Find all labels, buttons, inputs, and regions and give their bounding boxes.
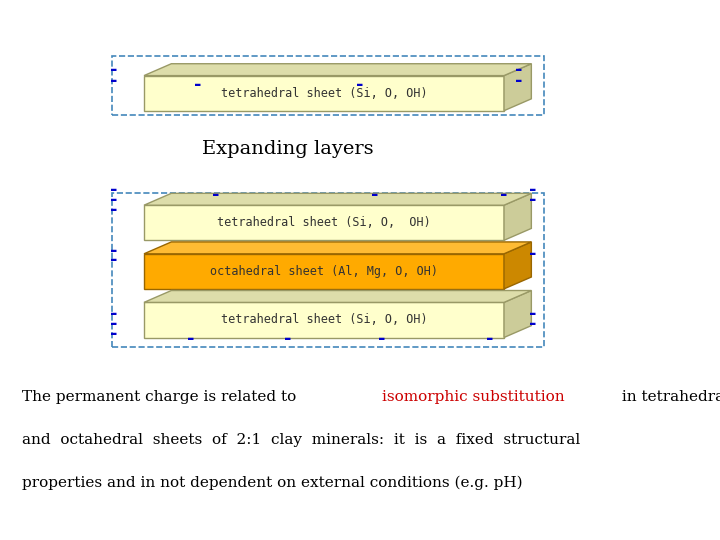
Polygon shape	[144, 302, 504, 338]
Text: tetrahedral sheet (Si, O,  OH): tetrahedral sheet (Si, O, OH)	[217, 216, 431, 229]
Text: -: -	[529, 315, 536, 333]
Polygon shape	[144, 205, 504, 240]
Polygon shape	[504, 242, 531, 289]
Text: -: -	[110, 61, 117, 79]
Text: -: -	[529, 191, 536, 209]
Text: -: -	[529, 181, 536, 199]
Text: in tetrahedral: in tetrahedral	[618, 390, 720, 404]
Text: -: -	[500, 186, 508, 205]
Text: -: -	[486, 330, 493, 348]
Bar	[112, 193, 544, 347]
Text: -: -	[110, 315, 117, 333]
Polygon shape	[144, 64, 531, 76]
Polygon shape	[144, 254, 504, 289]
Text: isomorphic substitution: isomorphic substitution	[382, 390, 564, 404]
Polygon shape	[144, 193, 531, 205]
Text: -: -	[187, 330, 194, 348]
Text: -: -	[194, 76, 202, 94]
Text: octahedral sheet (Al, Mg, O, OH): octahedral sheet (Al, Mg, O, OH)	[210, 265, 438, 278]
Text: -: -	[529, 305, 536, 323]
Polygon shape	[144, 291, 531, 302]
Polygon shape	[144, 76, 504, 111]
Text: -: -	[212, 186, 220, 205]
Text: -: -	[110, 242, 117, 260]
Text: -: -	[515, 72, 522, 90]
Polygon shape	[504, 193, 531, 240]
Text: -: -	[110, 200, 117, 219]
Text: -: -	[529, 245, 536, 263]
Text: -: -	[378, 330, 385, 348]
Text: -: -	[284, 330, 292, 348]
Text: -: -	[110, 305, 117, 323]
Polygon shape	[504, 64, 531, 111]
Text: properties and in not dependent on external conditions (e.g. pH): properties and in not dependent on exter…	[22, 476, 522, 490]
Text: tetrahedral sheet (Si, O, OH): tetrahedral sheet (Si, O, OH)	[221, 86, 427, 100]
Text: -: -	[110, 325, 117, 343]
Text: -: -	[515, 61, 522, 79]
Text: -: -	[110, 251, 117, 269]
Text: -: -	[110, 181, 117, 199]
Text: -: -	[371, 186, 378, 205]
Polygon shape	[144, 242, 531, 254]
Text: -: -	[110, 72, 117, 90]
Text: tetrahedral sheet (Si, O, OH): tetrahedral sheet (Si, O, OH)	[221, 313, 427, 327]
Text: Expanding layers: Expanding layers	[202, 139, 374, 158]
Polygon shape	[504, 291, 531, 338]
Bar	[112, 56, 544, 115]
Text: -: -	[110, 191, 117, 209]
Text: and  octahedral  sheets  of  2:1  clay  minerals:  it  is  a  fixed  structural: and octahedral sheets of 2:1 clay minera…	[22, 433, 580, 447]
Text: The permanent charge is related to: The permanent charge is related to	[22, 390, 301, 404]
Text: -: -	[356, 76, 364, 94]
